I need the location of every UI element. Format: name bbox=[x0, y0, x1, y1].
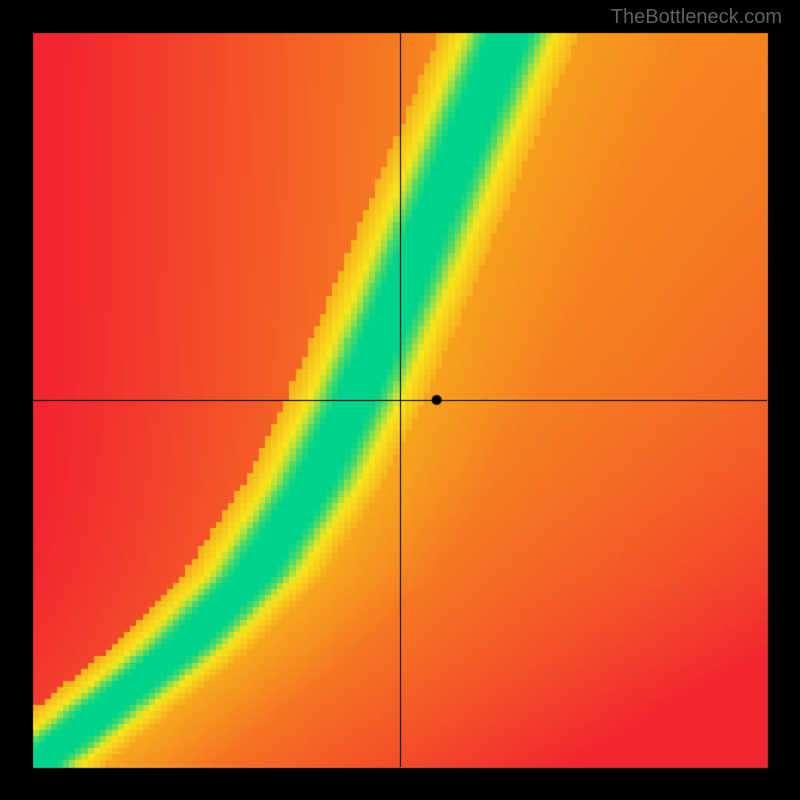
bottleneck-heatmap bbox=[0, 0, 800, 800]
chart-container: { "watermark": { "text": "TheBottleneck.… bbox=[0, 0, 800, 800]
watermark-text: TheBottleneck.com bbox=[611, 6, 782, 29]
